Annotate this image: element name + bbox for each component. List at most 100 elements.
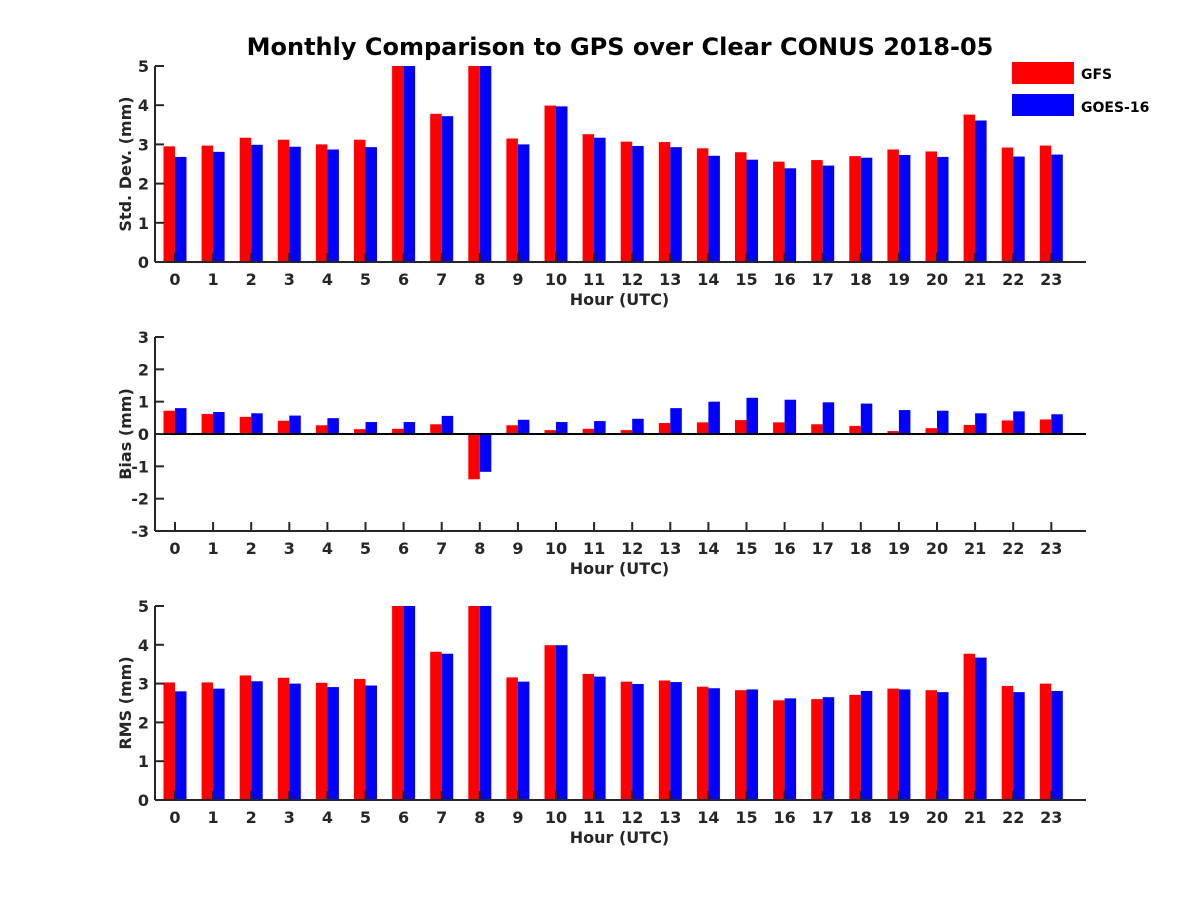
bar-goes16-hour-16 xyxy=(784,698,797,800)
x-tick-label: 17 xyxy=(812,539,834,558)
bar-goes16-hour-22 xyxy=(1013,156,1025,262)
x-tick-label: 9 xyxy=(512,539,523,558)
bar-goes16-hour-0 xyxy=(175,691,187,800)
x-tick-label: 7 xyxy=(436,539,447,558)
bar-gfs-hour-23 xyxy=(1039,145,1052,262)
bar-gfs-hour-13 xyxy=(658,423,671,434)
bar-goes16-hour-1 xyxy=(213,412,225,434)
x-tick-label: 23 xyxy=(1040,270,1062,289)
x-tick-label: 19 xyxy=(888,270,910,289)
x-tick-label: 4 xyxy=(322,539,333,558)
bar-gfs-hour-5 xyxy=(354,678,366,800)
x-tick-label: 10 xyxy=(545,270,567,289)
bar-gfs-hour-14 xyxy=(696,148,709,262)
bar-goes16-hour-15 xyxy=(746,159,758,262)
x-tick-label: 10 xyxy=(545,539,567,558)
bar-goes16-hour-19 xyxy=(898,689,911,800)
bar-gfs-hour-15 xyxy=(735,420,747,434)
bar-gfs-hour-10 xyxy=(544,105,556,262)
bar-goes16-hour-12 xyxy=(632,418,644,434)
bar-goes16-hour-17 xyxy=(822,402,835,434)
x-tick-label: 11 xyxy=(583,270,605,289)
y-tick-label: 4 xyxy=(138,636,149,655)
bar-gfs-hour-6 xyxy=(392,428,404,434)
bar-gfs-hour-9 xyxy=(506,425,518,434)
x-tick-label: 12 xyxy=(621,539,643,558)
x-tick-label: 23 xyxy=(1040,808,1062,827)
x-tick-label: 8 xyxy=(474,808,485,827)
x-tick-label: 17 xyxy=(812,270,834,289)
x-tick-label: 2 xyxy=(246,539,257,558)
y-tick-label: 2 xyxy=(138,713,149,732)
bar-goes16-hour-13 xyxy=(670,408,682,434)
y-axis-label: Bias (mm) xyxy=(116,388,135,480)
x-tick-label: 9 xyxy=(512,270,523,289)
legend-swatch-goes16 xyxy=(1012,94,1074,116)
bar-goes16-hour-0 xyxy=(175,408,187,434)
bar-gfs-hour-17 xyxy=(811,699,823,800)
bar-goes16-hour-3 xyxy=(289,683,301,800)
bar-goes16-hour-22 xyxy=(1013,411,1025,434)
bar-goes16-hour-4 xyxy=(327,687,339,800)
x-tick-label: 18 xyxy=(850,808,872,827)
x-tick-label: 6 xyxy=(398,808,409,827)
x-tick-label: 5 xyxy=(360,808,371,827)
bar-gfs-hour-13 xyxy=(658,142,671,262)
x-tick-label: 14 xyxy=(697,808,719,827)
bar-goes16-hour-15 xyxy=(746,397,758,434)
x-tick-label: 2 xyxy=(246,808,257,827)
y-tick-label: 1 xyxy=(138,752,149,771)
y-axis-label: Std. Dev. (mm) xyxy=(116,96,135,231)
bar-goes16-hour-8 xyxy=(479,434,492,472)
bar-goes16-hour-9 xyxy=(517,419,530,434)
bar-gfs-hour-14 xyxy=(696,686,709,800)
y-tick-label: 0 xyxy=(138,425,149,444)
x-tick-label: 16 xyxy=(773,270,795,289)
x-tick-label: 13 xyxy=(659,270,681,289)
x-tick-label: 2 xyxy=(246,270,257,289)
bar-goes16-hour-2 xyxy=(251,413,263,434)
bar-gfs-hour-8 xyxy=(468,66,480,262)
bar-gfs-hour-9 xyxy=(506,677,518,800)
y-tick-label: 0 xyxy=(138,791,149,810)
bar-gfs-hour-21 xyxy=(963,424,976,434)
x-tick-label: 18 xyxy=(850,539,872,558)
bar-goes16-hour-21 xyxy=(975,413,987,434)
bar-gfs-hour-7 xyxy=(430,424,442,434)
bar-goes16-hour-6 xyxy=(403,606,416,800)
bar-goes16-hour-20 xyxy=(937,692,949,800)
bar-gfs-hour-16 xyxy=(773,422,785,434)
bar-goes16-hour-3 xyxy=(289,146,301,262)
bar-gfs-hour-22 xyxy=(1001,685,1014,800)
bar-gfs-hour-17 xyxy=(811,424,823,434)
bar-goes16-hour-9 xyxy=(517,144,530,262)
x-axis-label: Hour (UTC) xyxy=(570,290,670,309)
bar-gfs-hour-2 xyxy=(239,416,252,434)
x-tick-label: 18 xyxy=(850,270,872,289)
bar-gfs-hour-20 xyxy=(925,428,937,434)
x-tick-label: 0 xyxy=(169,539,180,558)
bar-goes16-hour-1 xyxy=(213,151,225,262)
x-tick-label: 3 xyxy=(284,270,295,289)
bar-gfs-hour-4 xyxy=(315,144,328,262)
bar-goes16-hour-2 xyxy=(251,681,263,800)
x-tick-label: 19 xyxy=(888,808,910,827)
bar-gfs-hour-18 xyxy=(849,694,861,800)
bar-gfs-hour-16 xyxy=(773,700,785,800)
bar-goes16-hour-23 xyxy=(1051,690,1063,800)
bar-gfs-hour-1 xyxy=(201,413,214,434)
x-tick-label: 13 xyxy=(659,808,681,827)
y-tick-label: 5 xyxy=(138,57,149,76)
bar-goes16-hour-18 xyxy=(860,690,873,800)
x-tick-label: 16 xyxy=(773,539,795,558)
x-axis-label: Hour (UTC) xyxy=(570,828,670,847)
bar-gfs-hour-0 xyxy=(163,146,175,262)
x-tick-label: 22 xyxy=(1002,539,1024,558)
x-tick-label: 14 xyxy=(697,270,719,289)
bar-goes16-hour-1 xyxy=(213,688,225,800)
x-tick-label: 15 xyxy=(735,539,757,558)
y-tick-label: 1 xyxy=(138,214,149,233)
x-tick-label: 7 xyxy=(436,808,447,827)
